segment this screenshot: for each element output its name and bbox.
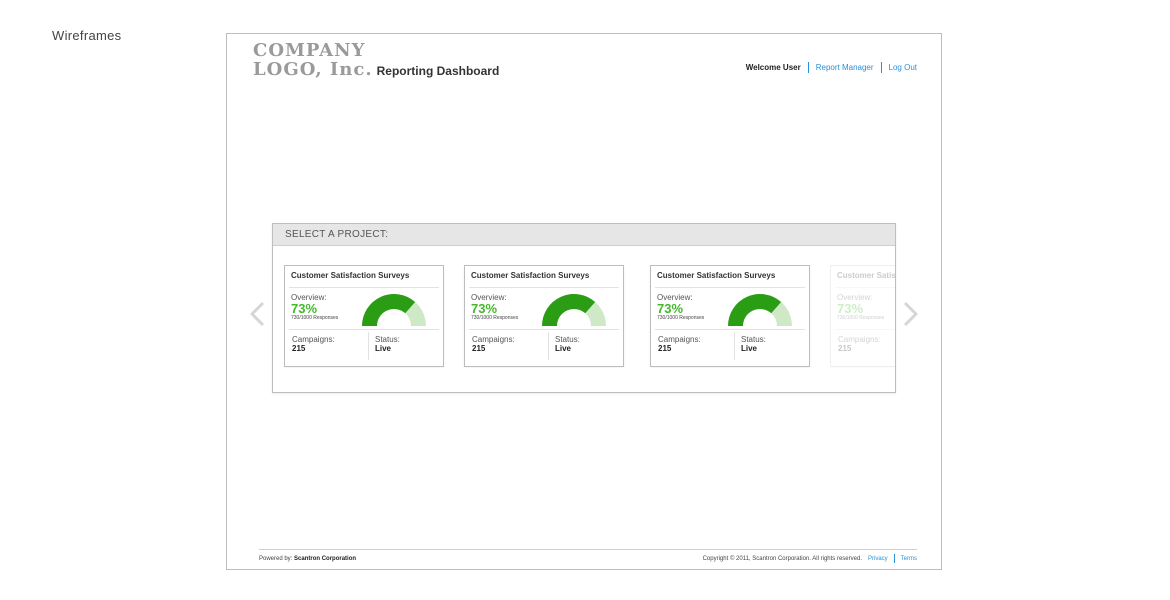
campaigns-value: 215 — [838, 344, 852, 353]
status-label: Status: — [555, 335, 580, 344]
footer: Powered by: Scantron Corporation Copyrig… — [259, 549, 917, 563]
logo-line-2-text: LOGO, Inc. — [253, 59, 373, 80]
privacy-link[interactable]: Privacy — [867, 555, 888, 562]
gauge-chart — [362, 294, 426, 326]
responses-count: 730/1000 Responses — [471, 315, 519, 321]
status-stat: Status: Live — [375, 335, 400, 353]
card-vertical-divider — [548, 332, 549, 360]
top-nav: Welcome User Report Manager Log Out — [746, 62, 917, 73]
status-stat: Status: Live — [741, 335, 766, 353]
chevron-right-icon[interactable] — [901, 301, 919, 327]
gauge-fill — [362, 294, 416, 326]
copyright-text: Copyright © 2011, Scantron Corporation. … — [702, 555, 862, 562]
card-title: Customer Satisfaction Surveys — [835, 266, 895, 288]
campaigns-stat: Campaigns: 215 — [658, 335, 701, 353]
overview-label: Overview: — [291, 293, 327, 302]
responses-count: 730/1000 Responses — [291, 315, 339, 321]
campaigns-stat: Campaigns: 215 — [292, 335, 335, 353]
card-vertical-divider — [734, 332, 735, 360]
card-title: Customer Satisfaction Surveys — [469, 266, 619, 288]
responses-count: 730/1000 Responses — [657, 315, 705, 321]
status-label: Status: — [741, 335, 766, 344]
campaigns-stat: Campaigns: 215 — [838, 335, 881, 353]
wireframe-page: COMPANY LOGO, Inc. Reporting Dashboard We… — [226, 33, 942, 570]
overview-label: Overview: — [471, 293, 507, 302]
page-title: Reporting Dashboard — [376, 64, 500, 78]
gauge-track — [771, 301, 792, 326]
status-value: Live — [555, 344, 572, 353]
logout-link[interactable]: Log Out — [888, 63, 917, 72]
footer-links: Copyright © 2011, Scantron Corporation. … — [703, 554, 917, 563]
overview: Overview: 73% 730/1000 Responses — [471, 293, 518, 321]
card-title: Customer Satisfaction Surveys — [655, 266, 805, 288]
card-divider — [655, 329, 805, 330]
powered-prefix: Powered by: — [259, 555, 293, 562]
campaigns-label: Campaigns: — [472, 335, 515, 344]
chevron-left-icon[interactable] — [249, 301, 267, 327]
overview-percent: 73% — [471, 301, 498, 316]
terms-link[interactable]: Terms — [900, 555, 917, 562]
gauge-chart — [728, 294, 792, 326]
gauge-track — [405, 301, 426, 326]
project-card[interactable]: Customer Satisfaction SurveysOverview:73… — [830, 265, 895, 367]
footer-separator — [893, 554, 895, 563]
card-divider — [289, 329, 439, 330]
campaigns-value: 215 — [658, 344, 672, 353]
nav-separator — [880, 62, 882, 73]
status-label: Status: — [375, 335, 400, 344]
card-vertical-divider — [368, 332, 369, 360]
panel-heading: SELECT A PROJECT: — [273, 224, 895, 246]
overview-percent: 73% — [837, 301, 864, 316]
campaigns-label: Campaigns: — [658, 335, 701, 344]
status-stat: Status: Live — [555, 335, 580, 353]
card-divider — [469, 329, 619, 330]
overview: Overview: 73% 730/1000 Responses — [291, 293, 338, 321]
canvas-label: Wireframes — [52, 28, 122, 43]
overview-label: Overview: — [657, 293, 693, 302]
project-carousel: Customer Satisfaction Surveys Overview: 73… — [284, 265, 895, 368]
status-value: Live — [741, 344, 758, 353]
campaigns-label: Campaigns: — [838, 335, 881, 344]
gauge-chart — [542, 294, 606, 326]
gauge-fill — [728, 294, 782, 326]
company-logo: COMPANY LOGO, Inc. Reporting Dashboard — [253, 41, 499, 81]
powered-company: Scantron Corporation — [294, 555, 357, 562]
powered-by: Powered by: Scantron Corporation — [259, 556, 356, 562]
card-title: Customer Satisfaction Surveys — [289, 266, 439, 288]
gauge-track — [585, 301, 606, 326]
logo-line-2: LOGO, Inc. Reporting Dashboard — [253, 60, 499, 81]
overview: Overview: 73% 730/1000 Responses — [657, 293, 704, 321]
responses-count: 730/1000 Responses — [837, 315, 885, 321]
campaigns-stat: Campaigns: 215 — [472, 335, 515, 353]
campaigns-value: 215 — [292, 344, 306, 353]
campaigns-label: Campaigns: — [292, 335, 335, 344]
overview-percent: 73% — [291, 301, 318, 316]
logo-line-1: COMPANY — [253, 40, 366, 61]
card-divider — [835, 329, 895, 330]
overview-label: Overview: — [837, 293, 873, 302]
report-manager-link[interactable]: Report Manager — [815, 63, 874, 72]
overview: Overview: 73% 730/1000 Responses — [837, 293, 884, 321]
welcome-text: Welcome User — [745, 63, 801, 72]
nav-separator — [807, 62, 809, 73]
gauge-fill — [542, 294, 596, 326]
campaigns-value: 215 — [472, 344, 486, 353]
status-value: Live — [375, 344, 392, 353]
project-selector-panel: SELECT A PROJECT: Customer Satisfaction … — [272, 223, 896, 393]
overview-percent: 73% — [657, 301, 684, 316]
